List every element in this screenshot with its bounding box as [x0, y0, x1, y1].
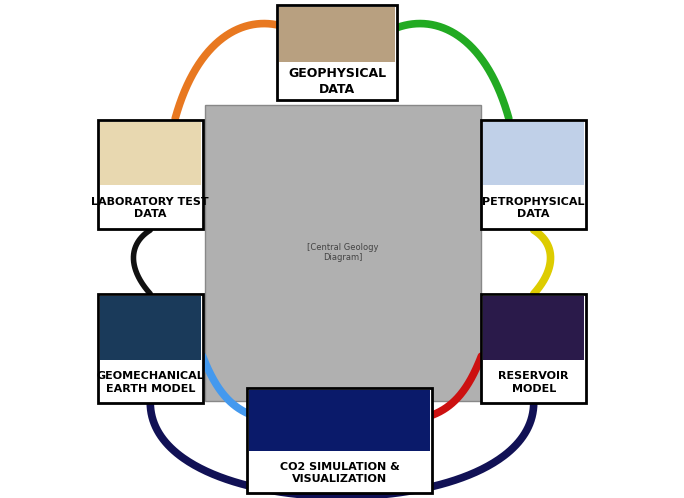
Text: [Central Geology
Diagram]: [Central Geology Diagram]: [308, 243, 379, 262]
FancyBboxPatch shape: [484, 296, 584, 360]
Text: RESERVOIR
MODEL: RESERVOIR MODEL: [499, 372, 569, 394]
FancyBboxPatch shape: [279, 7, 395, 62]
Text: LABORATORY TEST
DATA: LABORATORY TEST DATA: [92, 197, 209, 220]
FancyBboxPatch shape: [100, 122, 200, 185]
Text: PETROPHYSICAL
DATA: PETROPHYSICAL DATA: [482, 197, 585, 220]
FancyBboxPatch shape: [205, 105, 482, 401]
Text: CO2 SIMULATION &
VISUALIZATION: CO2 SIMULATION & VISUALIZATION: [280, 462, 399, 485]
FancyBboxPatch shape: [277, 5, 397, 100]
Text: GEOPHYSICAL
DATA: GEOPHYSICAL DATA: [288, 67, 386, 96]
FancyBboxPatch shape: [482, 120, 586, 229]
FancyBboxPatch shape: [100, 296, 200, 360]
FancyBboxPatch shape: [98, 294, 202, 403]
Text: GEOMECHANICAL
EARTH MODEL: GEOMECHANICAL EARTH MODEL: [96, 372, 204, 394]
FancyBboxPatch shape: [98, 120, 202, 229]
FancyBboxPatch shape: [484, 122, 584, 185]
FancyBboxPatch shape: [482, 294, 586, 403]
FancyBboxPatch shape: [248, 388, 432, 493]
FancyBboxPatch shape: [250, 390, 430, 451]
